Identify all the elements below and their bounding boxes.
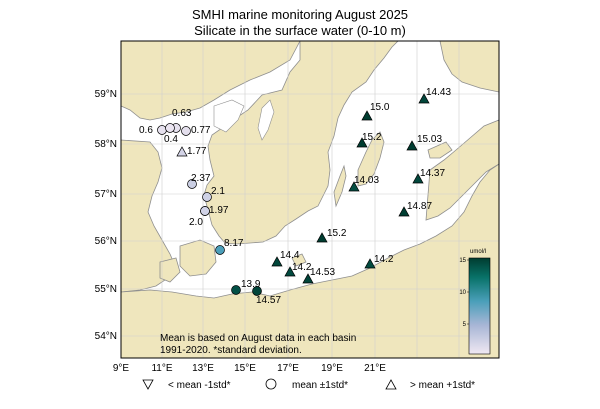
lat-tick-57: 57°N (95, 189, 117, 200)
station-label: 14.53 (310, 267, 335, 278)
station-label: 8.17 (224, 238, 244, 249)
map-note: Mean is based on August data in each bas… (160, 333, 356, 356)
symbol-legend: < mean -1std* mean ±1std* > mean +1std* (142, 378, 475, 391)
station-marker (181, 126, 191, 136)
station-marker (364, 258, 376, 269)
map-title-line-2: Silicate in the surface water (0-10 m) (194, 23, 406, 38)
station-label: 14.57 (256, 295, 281, 306)
station-label: 0.6 (139, 125, 153, 136)
station-marker (356, 137, 368, 148)
station-marker (271, 256, 283, 267)
land-south-coast (120, 163, 500, 359)
station-marker (302, 273, 314, 284)
station-label: 0.63 (172, 108, 192, 119)
colorbar-tick-15: 15 (459, 258, 466, 264)
legend-mean-label: mean ±1std* (292, 380, 348, 391)
lakes (213, 99, 275, 141)
station-label: 13.9 (241, 279, 261, 290)
legend-above-label: > mean +1std* (410, 380, 475, 391)
land-saaremaa (427, 141, 453, 159)
legend-above-symbol (385, 379, 397, 390)
station-label: 15.03 (417, 134, 442, 145)
station-marker (202, 192, 212, 202)
colorbar-unit: umol/l (470, 249, 486, 255)
station-marker (215, 245, 225, 255)
station-marker (176, 146, 188, 157)
station-label: 15.2 (327, 228, 347, 239)
lon-tick-13: 13°E (192, 363, 214, 374)
station-marker (418, 93, 430, 104)
station-marker (406, 140, 418, 151)
station-marker (200, 206, 210, 216)
lake-vattern (257, 99, 275, 141)
gridlines (121, 41, 499, 358)
colorbar: umol/l 15 10 5 (459, 249, 491, 355)
lat-tick-56: 56°N (95, 236, 117, 247)
station-marker (252, 286, 262, 296)
lat-tick-54: 54°N (95, 331, 117, 342)
station-label: 1.97 (209, 205, 229, 216)
map-frame (120, 40, 500, 359)
station-label: 14.2 (292, 262, 312, 273)
station-label: 14.43 (426, 87, 451, 98)
legend-below-label: < mean -1std* (168, 380, 231, 391)
station-label: 14.4 (280, 250, 300, 261)
lon-tick-17: 17°E (277, 363, 299, 374)
lon-tick-11: 11°E (151, 363, 172, 374)
lon-tick-15: 15°E (234, 363, 256, 374)
station-marker (361, 110, 373, 121)
land-baltics (425, 119, 500, 221)
lake-vanern (213, 99, 245, 133)
station-label: 1.77 (187, 146, 207, 157)
station-label: 0.77 (191, 125, 211, 136)
station-label: 14.03 (354, 175, 379, 186)
lon-tick-19: 19°E (321, 363, 343, 374)
lat-tick-58: 58°N (95, 139, 117, 150)
station-marker (165, 123, 175, 133)
colorbar-gradient (468, 257, 491, 355)
legend-mean-symbol (265, 378, 277, 390)
station-marker (284, 266, 296, 277)
station-label: 15.0 (370, 102, 390, 113)
note-line-1: Mean is based on August data in each bas… (160, 333, 356, 344)
lon-tick-9: 9°E (113, 363, 130, 374)
station-label: 14.87 (407, 201, 432, 212)
colorbar-tick-5: 5 (463, 322, 467, 328)
station-label: 2.1 (211, 186, 225, 197)
note-line-2: 1991-2020. *standard deviation. (160, 345, 302, 356)
stations-layer: 0.63 0.6 0.4 0.77 1.77 2.372.1 1.97 2.0 8.17 13.9… (139, 87, 451, 306)
station-marker (412, 173, 424, 184)
station-label: 14.2 (374, 254, 394, 265)
land-norway (120, 40, 301, 121)
lat-tick-labels: 59°N 58°N 57°N 56°N 55°N 54°N (95, 89, 117, 342)
lat-tick-59: 59°N (95, 89, 117, 100)
station-marker (231, 285, 241, 295)
station-label: 2.0 (189, 217, 203, 228)
map-title-line-1: SMHI marine monitoring August 2025 (191, 7, 409, 22)
lat-tick-55: 55°N (95, 284, 117, 295)
colorbar-tick-10: 10 (459, 290, 466, 296)
station-label: 2.37 (191, 173, 211, 184)
station-marker (187, 179, 197, 189)
station-label: 0.4 (164, 134, 178, 145)
station-marker (316, 232, 328, 243)
lon-tick-21: 21°E (364, 363, 386, 374)
station-marker (398, 206, 410, 217)
land-oland (333, 164, 347, 208)
station-marker (348, 181, 360, 192)
legend-below-symbol (142, 379, 154, 390)
colorbar-ticks: 15 10 5 (459, 258, 469, 328)
land-gotland (357, 131, 385, 187)
station-label: 15.2 (362, 132, 382, 143)
land-funen (159, 257, 181, 283)
station-label: 14.37 (420, 168, 445, 179)
lon-tick-labels: 9°E 11°E 13°E 15°E 17°E 19°E 21°E (113, 363, 386, 374)
land-bornholm (291, 253, 307, 267)
